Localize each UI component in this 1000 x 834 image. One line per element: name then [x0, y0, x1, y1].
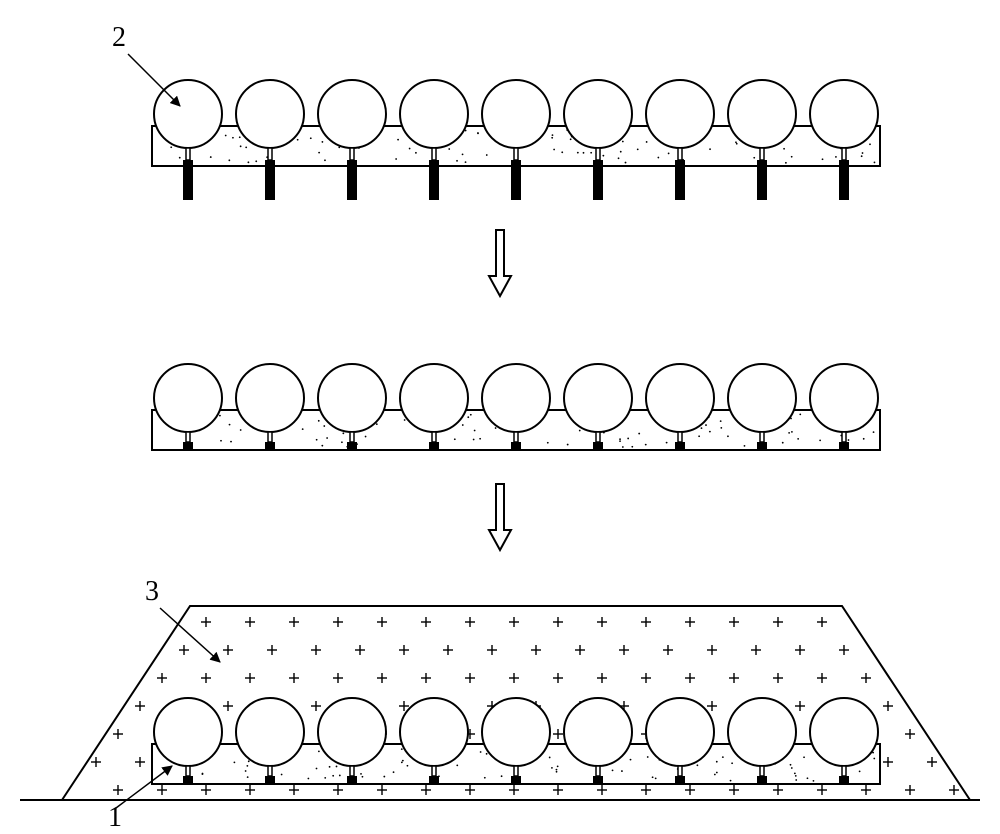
stage1-balls — [154, 80, 878, 200]
label-2: 2 — [112, 22, 126, 54]
arrow-1 — [489, 230, 511, 296]
figure — [0, 0, 1000, 820]
leader-2 — [128, 54, 180, 106]
label-3: 3 — [145, 576, 159, 608]
arrow-2 — [489, 484, 511, 550]
label-1: 1 — [108, 802, 122, 834]
